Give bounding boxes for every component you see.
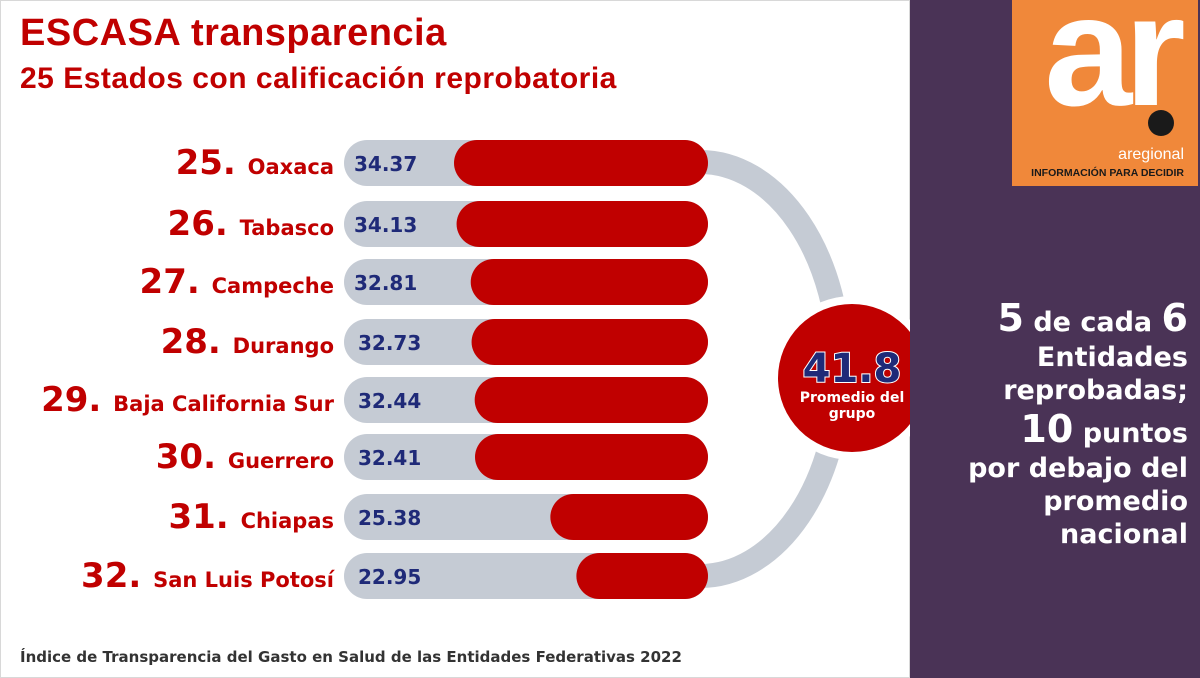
ranking-chart: 34.37 25. Oaxaca 34.13 26. Tabasco 32.81 27. … — [41, 140, 910, 599]
bar-value-label: 32.44 — [358, 389, 421, 413]
bar-value-label: 32.81 — [354, 271, 417, 295]
state-label: 28. Durango — [161, 322, 334, 362]
side-number-10: 10 — [1020, 407, 1074, 452]
bar-value — [550, 494, 708, 540]
rank-number: 25. — [176, 143, 248, 183]
bar-value — [470, 259, 708, 305]
rank-number: 27. — [140, 262, 212, 302]
bar-value-label: 22.95 — [358, 565, 421, 589]
bar-value — [471, 319, 708, 365]
side-line-2: Entidades — [1036, 341, 1188, 373]
state-label: 32. San Luis Potosí — [81, 556, 336, 596]
rank-number: 29. — [41, 380, 113, 420]
state-label: 25. Oaxaca — [176, 143, 334, 183]
state-name: Oaxaca — [248, 155, 334, 179]
side-line-4: 10 puntos — [908, 407, 1188, 453]
side-line-3: reprobadas; — [1003, 374, 1188, 406]
average-value: 41.8 — [803, 346, 902, 392]
bar-value-label: 34.37 — [354, 152, 417, 176]
state-label: 31. Chiapas — [168, 497, 334, 537]
state-name: Campeche — [212, 274, 334, 298]
bar-value — [454, 140, 708, 186]
bar-value-label: 32.73 — [358, 331, 421, 355]
bar-value — [456, 201, 708, 247]
logo-tagline: INFORMACIÓN PARA DECIDIR — [1031, 167, 1184, 179]
state-label: 27. Campeche — [140, 262, 334, 302]
state-name: Durango — [233, 334, 334, 358]
side-statement: 5 de cada 6 Entidades reprobadas; 10 pun… — [908, 296, 1188, 551]
bar-value-label: 25.38 — [358, 506, 421, 530]
side-number-5: 5 — [997, 296, 1024, 340]
side-line-7: nacional — [1060, 518, 1188, 550]
bars-layer: 34.37 25. Oaxaca 34.13 26. Tabasco 32.81 27. … — [41, 140, 708, 599]
side-number-6: 6 — [1161, 296, 1188, 340]
average-label-line1: Promedio del — [800, 390, 905, 406]
state-name: Chiapas — [241, 509, 334, 533]
bar-value-label: 32.41 — [358, 446, 421, 470]
rank-number: 28. — [161, 322, 233, 362]
bar-value — [576, 553, 708, 599]
state-label: 29. Baja California Sur — [41, 380, 335, 420]
side-line-5: por debajo del — [968, 453, 1188, 485]
rank-number: 31. — [168, 497, 240, 537]
side-line-4-rest: puntos — [1073, 418, 1188, 450]
state-name: Baja California Sur — [113, 392, 334, 416]
state-name: Guerrero — [228, 449, 334, 473]
average-circle — [778, 304, 910, 452]
side-line-6: promedio — [1043, 485, 1188, 517]
bar-value — [474, 377, 708, 423]
logo-dot-icon — [1148, 110, 1174, 136]
side-line-1: 5 de cada 6 — [908, 296, 1188, 342]
state-name: Tabasco — [240, 216, 334, 240]
bar-value — [475, 434, 708, 480]
source-note: Índice de Transparencia del Gasto en Sal… — [20, 648, 682, 666]
logo-box — [1012, 0, 1198, 186]
page-title: ESCASA transparencia — [20, 12, 447, 54]
logo-mark: ar — [1044, 0, 1185, 139]
page-subtitle: 25 Estados con calificación reprobatoria — [20, 62, 617, 95]
state-label: 30. Guerrero — [156, 437, 334, 477]
rank-number: 32. — [81, 556, 153, 596]
side-line-1-mid: de cada — [1023, 307, 1162, 338]
rank-number: 30. — [156, 437, 228, 477]
state-label: 26. Tabasco — [168, 204, 334, 244]
state-name: San Luis Potosí — [153, 568, 336, 592]
logo-name: aregional — [1118, 146, 1184, 163]
rank-number: 26. — [168, 204, 240, 244]
average-label-line2: grupo — [829, 406, 876, 422]
bar-value-label: 34.13 — [354, 213, 417, 237]
